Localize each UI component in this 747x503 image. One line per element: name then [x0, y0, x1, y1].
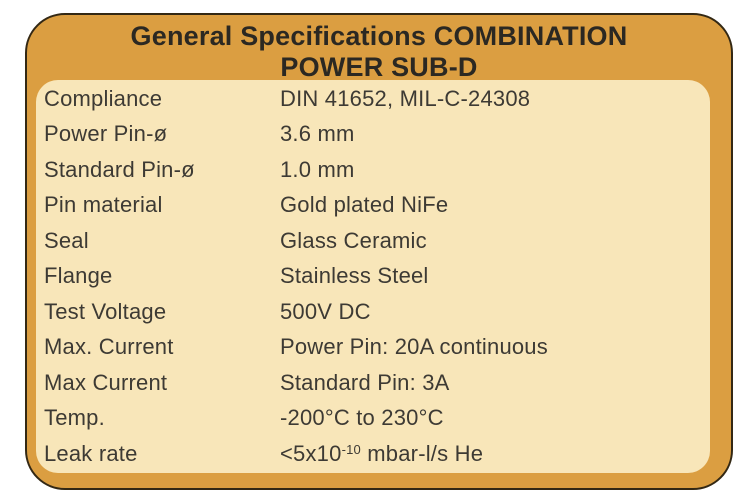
spec-value: 1.0 mm — [280, 156, 355, 182]
leak-rate-base: <5x10 — [280, 440, 342, 466]
spec-row-flange: Flange Stainless Steel — [44, 259, 710, 295]
spec-row-test-voltage: Test Voltage 500V DC — [44, 294, 710, 330]
spec-value: Standard Pin: 3A — [280, 369, 450, 395]
spec-label: Max Current — [44, 369, 168, 395]
spec-value: 500V DC — [280, 298, 371, 324]
spec-value: Gold plated NiFe — [280, 192, 449, 218]
spec-label: Standard Pin-ø — [44, 156, 195, 182]
spec-label: Power Pin-ø — [44, 121, 168, 147]
leak-rate-unit: mbar-l/s He — [360, 440, 484, 466]
spec-label: Seal — [44, 227, 89, 253]
spec-value: Glass Ceramic — [280, 227, 427, 253]
spec-title-line-1: General Specifications COMBINATION — [130, 21, 628, 51]
spec-row-leak-rate: Leak rate <5x10-10 mbar-l/s He — [44, 436, 710, 472]
leak-rate-exponent: -10 — [341, 441, 361, 457]
spec-label: Temp. — [44, 405, 105, 431]
spec-row-compliance: Compliance DIN 41652, MIL-C-24308 — [44, 81, 710, 117]
spec-row-temperature: Temp. -200°C to 230°C — [44, 401, 710, 437]
spec-label: Compliance — [44, 85, 163, 111]
spec-row-max-current-standard: Max Current Standard Pin: 3A — [44, 365, 710, 401]
spec-row-pin-material: Pin material Gold plated NiFe — [44, 188, 710, 224]
spec-card: General Specifications COMBINATION POWER… — [25, 13, 733, 490]
spec-label: Test Voltage — [44, 298, 167, 324]
spec-row-standard-pin-diameter: Standard Pin-ø 1.0 mm — [44, 152, 710, 188]
spec-label: Pin material — [44, 192, 163, 218]
spec-label: Max. Current — [44, 334, 174, 360]
spec-title: General Specifications COMBINATION POWER… — [27, 21, 731, 83]
spec-title-line-2: POWER SUB-D — [280, 52, 478, 82]
spec-row-max-current-power: Max. Current Power Pin: 20A continuous — [44, 330, 710, 366]
spec-value: Power Pin: 20A continuous — [280, 334, 548, 360]
spec-label: Leak rate — [44, 440, 138, 466]
spec-row-seal: Seal Glass Ceramic — [44, 223, 710, 259]
spec-panel: Compliance DIN 41652, MIL-C-24308 Power … — [36, 80, 710, 473]
spec-value: -200°C to 230°C — [280, 405, 444, 431]
spec-label: Flange — [44, 263, 113, 289]
spec-row-power-pin-diameter: Power Pin-ø 3.6 mm — [44, 117, 710, 153]
spec-value: <5x10-10 mbar-l/s He — [280, 441, 710, 467]
spec-value: DIN 41652, MIL-C-24308 — [280, 85, 531, 111]
spec-value: Stainless Steel — [280, 263, 429, 289]
spec-value: 3.6 mm — [280, 121, 355, 147]
